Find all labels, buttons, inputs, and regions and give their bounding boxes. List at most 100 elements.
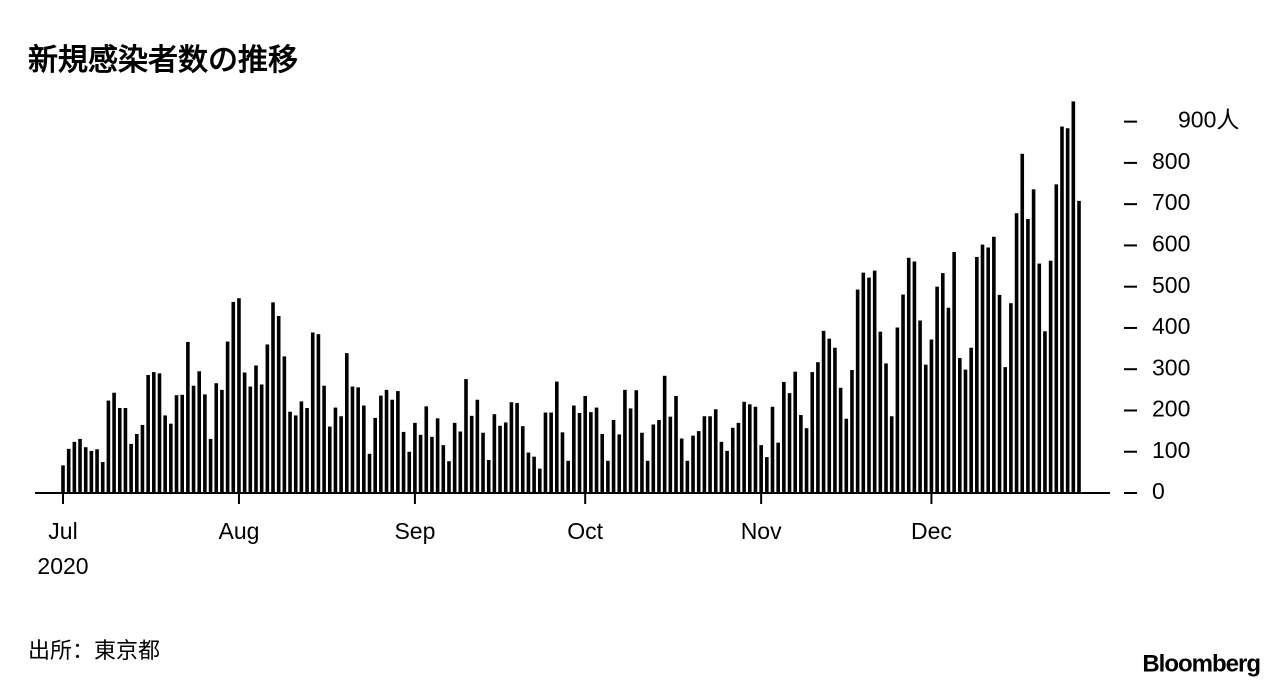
bar bbox=[447, 461, 451, 493]
bar bbox=[197, 371, 202, 493]
bar bbox=[231, 301, 236, 493]
bar bbox=[946, 307, 951, 493]
bar bbox=[929, 339, 934, 493]
bar bbox=[1048, 260, 1053, 493]
bar bbox=[208, 438, 213, 493]
bar bbox=[958, 358, 962, 493]
bar bbox=[1026, 219, 1030, 493]
bar bbox=[435, 418, 440, 493]
bar bbox=[804, 428, 809, 493]
bar bbox=[611, 419, 616, 493]
bar bbox=[254, 365, 258, 493]
bar bbox=[696, 431, 701, 493]
bar bbox=[424, 406, 429, 493]
bar bbox=[83, 447, 88, 493]
bar bbox=[787, 393, 792, 493]
bar bbox=[594, 407, 599, 493]
bar bbox=[555, 381, 559, 493]
bar bbox=[685, 460, 690, 493]
bar bbox=[452, 422, 457, 493]
bar bbox=[379, 395, 383, 493]
bar bbox=[214, 383, 219, 493]
bar bbox=[1043, 331, 1047, 493]
bar bbox=[78, 438, 82, 493]
bar bbox=[572, 405, 576, 493]
bar bbox=[753, 406, 758, 493]
bar bbox=[1060, 126, 1064, 493]
bar bbox=[396, 391, 400, 493]
bar bbox=[282, 356, 287, 493]
bar bbox=[237, 298, 241, 493]
bar bbox=[498, 425, 502, 493]
bar bbox=[560, 432, 565, 493]
bar bbox=[1003, 367, 1008, 493]
bar bbox=[850, 370, 854, 493]
bar bbox=[952, 252, 956, 493]
bar bbox=[793, 371, 798, 493]
bar bbox=[640, 432, 644, 493]
bar bbox=[799, 415, 803, 493]
bar bbox=[486, 459, 491, 493]
bar bbox=[657, 419, 661, 493]
bar bbox=[827, 338, 832, 493]
bar bbox=[838, 387, 843, 493]
bar bbox=[458, 431, 463, 493]
y-tick-label: 0 bbox=[1152, 478, 1165, 504]
bar bbox=[645, 460, 650, 493]
bar bbox=[191, 385, 196, 493]
bar bbox=[1009, 303, 1013, 493]
bar bbox=[577, 412, 582, 493]
bar bbox=[299, 401, 304, 493]
bar bbox=[157, 373, 162, 493]
bar bbox=[708, 416, 712, 493]
bar bbox=[566, 460, 570, 493]
bar bbox=[276, 315, 281, 493]
brand: Bloomberg bbox=[1142, 650, 1260, 677]
bar bbox=[333, 407, 338, 493]
bar bbox=[100, 462, 105, 493]
bar bbox=[662, 375, 667, 493]
bar bbox=[356, 387, 360, 493]
x-tick-label: Dec bbox=[911, 518, 952, 544]
bar bbox=[1077, 200, 1081, 493]
bar bbox=[373, 417, 377, 493]
bar bbox=[305, 407, 309, 493]
bar bbox=[589, 412, 593, 493]
bar bbox=[316, 334, 321, 493]
bar bbox=[61, 465, 65, 493]
bar bbox=[844, 418, 849, 493]
bar bbox=[918, 320, 922, 493]
bar bbox=[833, 347, 837, 493]
bar bbox=[72, 441, 77, 493]
bar bbox=[816, 362, 820, 493]
bar bbox=[992, 236, 996, 493]
bar bbox=[617, 434, 622, 493]
y-tick-label: 500 bbox=[1152, 272, 1190, 298]
bar bbox=[174, 395, 179, 493]
bar bbox=[407, 451, 412, 493]
y-tick-label: 200 bbox=[1152, 396, 1190, 422]
bar bbox=[810, 372, 815, 493]
bar bbox=[248, 386, 253, 493]
y-tick-label: 100 bbox=[1152, 437, 1190, 463]
bar bbox=[600, 433, 605, 493]
bar bbox=[940, 273, 945, 493]
bar bbox=[776, 442, 780, 493]
bar bbox=[747, 404, 752, 493]
bar bbox=[583, 396, 587, 493]
bar bbox=[509, 402, 514, 493]
x-tick-label: Nov bbox=[741, 518, 782, 544]
bar bbox=[475, 399, 480, 493]
chart-title: 新規感染者数の推移 bbox=[28, 44, 298, 77]
bar bbox=[95, 449, 99, 493]
bar bbox=[884, 363, 888, 493]
bar bbox=[117, 407, 122, 493]
bar bbox=[481, 432, 485, 493]
bar bbox=[225, 341, 230, 493]
bar bbox=[821, 330, 826, 493]
bar bbox=[765, 457, 769, 493]
bar bbox=[770, 406, 775, 493]
bar bbox=[345, 353, 349, 493]
bar bbox=[327, 426, 332, 493]
